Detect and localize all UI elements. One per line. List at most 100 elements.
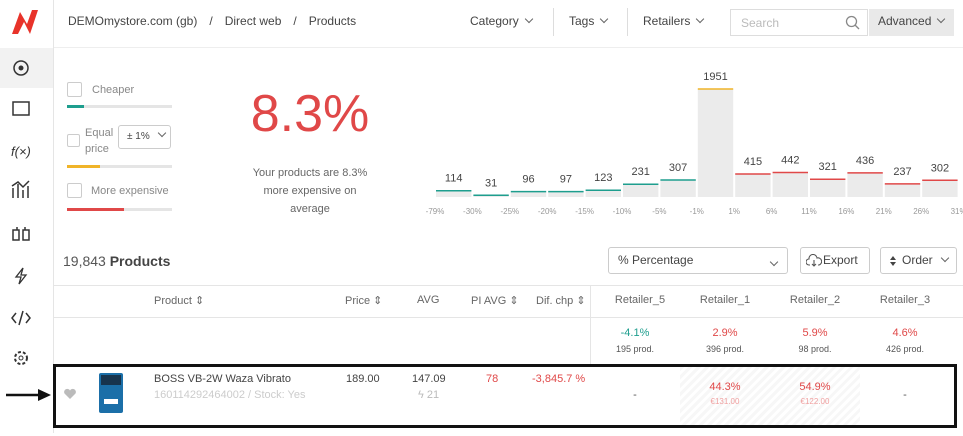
column-header[interactable]: AVG (417, 294, 439, 306)
logo[interactable] (12, 10, 38, 34)
nav-icon[interactable] (12, 227, 30, 241)
column-label: Price (345, 295, 371, 307)
search-box[interactable]: Search (730, 9, 868, 36)
column-header[interactable]: Price ⇕ (345, 295, 383, 307)
bar (735, 174, 771, 197)
x-tick-label: -20% (538, 207, 557, 216)
bar (473, 195, 509, 197)
count: 21 (426, 389, 440, 401)
retailer-value: - (903, 389, 907, 401)
breadcrumb-item[interactable]: Products (308, 14, 357, 28)
retailer-summary: -4.1% (620, 327, 650, 339)
bar (922, 180, 958, 197)
column-header[interactable]: Retailer_5 (614, 294, 666, 306)
filter-label: Cheaper (92, 84, 135, 96)
histogram: 114 31 96 97 123 231 307 1951 415 442 321 436 237 302… (426, 71, 963, 216)
x-tick-label: -10% (613, 207, 632, 216)
x-tick-label: 21% (876, 207, 892, 216)
breadcrumb: DEMOmystore.com (gb) / Direct web / Products (68, 14, 357, 28)
x-tick-label: 31% (951, 207, 963, 216)
value-label: 123 (594, 172, 612, 184)
checkbox[interactable] (67, 183, 82, 198)
filter-menu[interactable]: Tags (569, 14, 609, 28)
retailer-price: €131.00 (710, 397, 740, 406)
value-label: 442 (781, 155, 799, 167)
nav-icon[interactable] (11, 310, 31, 326)
bar (436, 190, 472, 197)
filter-label: Retailers (643, 14, 691, 28)
tolerance-select[interactable]: ± 1% (118, 125, 171, 149)
breadcrumb-item[interactable]: Direct web (224, 14, 282, 28)
value-label: 96 (522, 174, 534, 186)
order-button[interactable]: Order (880, 247, 957, 274)
display-select[interactable]: % Percentage (608, 247, 788, 274)
filter-menu[interactable]: Retailers (643, 14, 705, 28)
checkbox[interactable] (67, 82, 82, 97)
bar (810, 179, 846, 197)
column-header[interactable]: Retailer_1 (699, 294, 751, 306)
value-label: 97 (560, 174, 572, 186)
search-placeholder: Search (741, 16, 780, 30)
bar (847, 172, 883, 197)
button-label: Export (823, 253, 858, 267)
pi-avg: 78 (486, 373, 499, 385)
column-header[interactable]: Retailer_3 (879, 294, 931, 306)
breadcrumb-item[interactable]: DEMOmystore.com (gb) (68, 14, 198, 28)
product-name[interactable]: BOSS VB-2W Waza Vibrato (154, 373, 291, 385)
count-label: Products (109, 253, 171, 269)
product-sku: 160114292464002 / Stock: Yes (154, 389, 306, 401)
column-header[interactable]: Retailer_2 (789, 294, 841, 306)
checkbox[interactable] (67, 134, 80, 147)
retailer-count: 396 prod. (705, 344, 745, 354)
x-tick-label: -25% (500, 207, 519, 216)
product-count: 19,843 Products (63, 253, 170, 269)
advanced-button[interactable]: Advanced (869, 9, 954, 36)
filter-bar (67, 165, 100, 168)
favorite-icon[interactable] (63, 388, 77, 400)
filter-menu[interactable]: Category (470, 14, 533, 28)
filter-label: Tags (569, 14, 595, 28)
highlight-box (53, 364, 957, 428)
x-tick-label: -5% (652, 207, 666, 216)
filter-label: Equal price (85, 127, 114, 155)
dif-chp: -3,845.7 % (532, 373, 586, 385)
x-tick-label: 1% (728, 207, 740, 216)
nav-icon[interactable] (14, 267, 28, 285)
retailer-count: 195 prod. (615, 344, 655, 354)
value-label: 237 (893, 166, 911, 178)
nav-icon[interactable] (12, 101, 30, 116)
highlight-cells (680, 367, 860, 425)
avg: 147.09 (412, 373, 446, 385)
column-header[interactable]: Dif. chp ⇕ (536, 295, 586, 307)
count-value: 19,843 (63, 253, 106, 269)
export-button[interactable]: Export (800, 247, 870, 274)
value-label: 307 (669, 162, 687, 174)
bar (697, 89, 734, 197)
sidebar: f(×) (0, 0, 54, 433)
bar (884, 183, 921, 197)
value-label: 302 (931, 162, 949, 174)
filter-label: More expensive (91, 185, 169, 197)
nav-icon[interactable] (14, 351, 28, 365)
filter-bar (67, 105, 84, 108)
sidebar-icons: f(×) (0, 10, 53, 365)
column-label: AVG (417, 294, 440, 306)
nav-icon[interactable] (11, 180, 30, 198)
x-tick-label: -15% (575, 207, 594, 216)
bar (772, 172, 808, 197)
value-label: 231 (632, 166, 650, 178)
column-header[interactable]: Product ⇕ (154, 295, 205, 307)
retailer-summary: 2.9% (712, 327, 738, 339)
active-nav (0, 48, 53, 88)
table-header (54, 285, 963, 318)
column-header[interactable]: PI AVG ⇕ (471, 295, 519, 307)
filter-bar (67, 208, 124, 211)
avg-count: ϟ 21 (418, 389, 440, 401)
summary-description: Your products are 8.3% more expensive on… (252, 167, 368, 215)
value-label: 436 (856, 155, 874, 167)
value-label: 1951 (703, 71, 727, 83)
nav-icon[interactable]: f(×) (11, 144, 31, 159)
x-tick-label: 11% (801, 207, 816, 216)
pointer-arrow (6, 389, 51, 401)
nav-icon[interactable] (13, 60, 29, 76)
